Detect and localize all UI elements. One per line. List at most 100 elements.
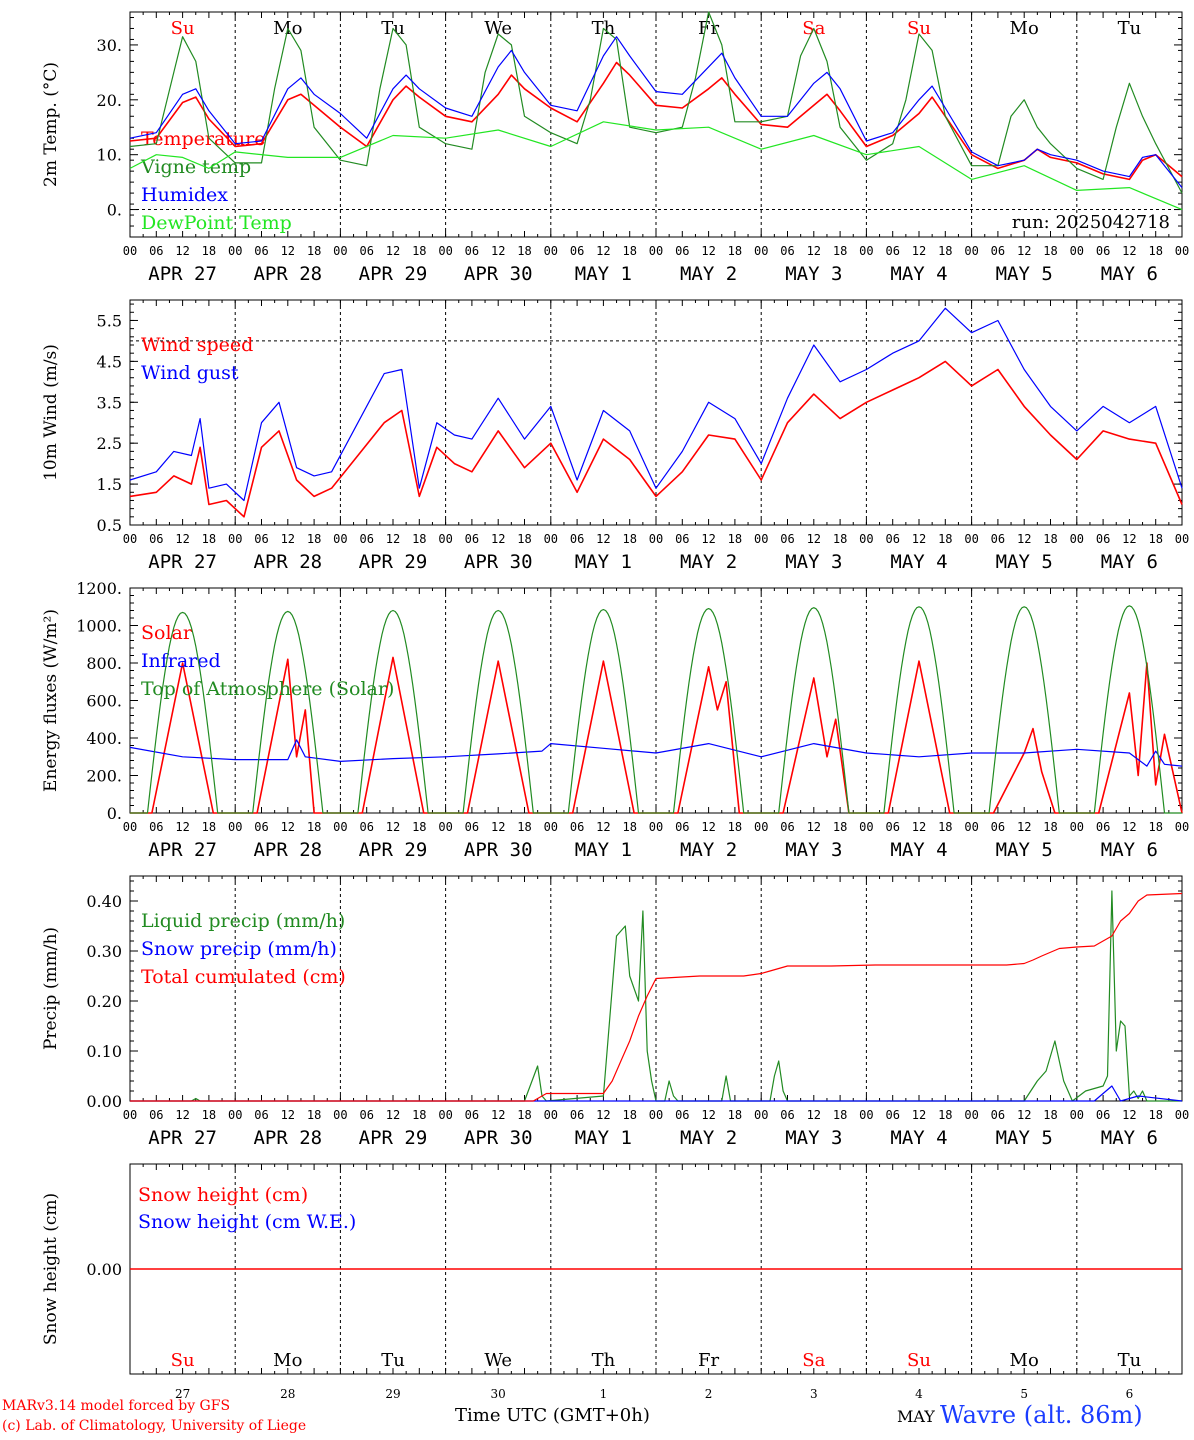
hour-tick-label: 18	[1043, 1108, 1057, 1122]
hour-tick-label: 06	[254, 1108, 268, 1122]
hour-tick-label: 00	[649, 820, 663, 834]
date-label: MAY 1	[575, 1127, 632, 1149]
hour-tick-label: 12	[175, 1108, 189, 1122]
hour-tick-label: 00	[228, 820, 242, 834]
legend-entry: Temperature	[141, 128, 265, 150]
hour-tick-label: 00	[964, 532, 978, 546]
hour-tick-label: 06	[1096, 532, 1110, 546]
hour-tick-label: 12	[1122, 820, 1136, 834]
hour-tick-label: 12	[807, 1108, 821, 1122]
hour-tick-label: 06	[1096, 244, 1110, 258]
date-label: APR 28	[253, 263, 322, 285]
date-label: APR 27	[148, 1127, 217, 1149]
hour-tick-label: 12	[912, 1108, 926, 1122]
hour-tick-label: 18	[412, 820, 426, 834]
hour-tick-label: 00	[1070, 1108, 1084, 1122]
hour-tick-label: 12	[1017, 532, 1031, 546]
weekday-label: Sa	[802, 1350, 825, 1371]
y-tick-label: 2.5	[97, 434, 122, 453]
hour-tick-label: 12	[596, 820, 610, 834]
weekday-label: Mo	[1010, 18, 1039, 39]
hour-tick-label: 00	[123, 532, 137, 546]
date-label: MAY 1	[575, 839, 632, 861]
y-tick-label: 400.	[86, 729, 122, 748]
day-number-label: 30	[491, 1387, 506, 1401]
panel-2: 0.5 1.5 2.5 3.5 4.5 5.5 10m Wind (m/s) 00 06 12 18…	[41, 299, 1189, 573]
legend-entry: Snow precip (mm/h)	[141, 938, 337, 960]
hour-tick-label: 00	[228, 532, 242, 546]
hour-tick-label: 06	[359, 532, 373, 546]
y-tick-label: 0.30	[86, 942, 122, 961]
y-tick-label: 0.	[107, 201, 122, 220]
hour-tick-label: 12	[596, 532, 610, 546]
hour-tick-label: 18	[307, 532, 321, 546]
hour-tick-label: 06	[149, 532, 163, 546]
date-label: APR 30	[464, 839, 533, 861]
day-number-label: 6	[1126, 1387, 1134, 1401]
series-line-top-of-atmosphere-solar-	[130, 605, 1182, 814]
hour-tick-label: 18	[728, 820, 742, 834]
hour-tick-label: 06	[570, 820, 584, 834]
hour-tick-label: 00	[1175, 820, 1189, 834]
panel-5: 0.00 Snow height (cm) Su Mo Tu We Th Fr Sa Su Mo Tu…	[41, 1163, 1183, 1401]
hour-tick-label: 00	[649, 244, 663, 258]
hour-tick-label: 18	[412, 1108, 426, 1122]
hour-tick-label: 00	[754, 244, 768, 258]
hour-tick-label: 00	[123, 244, 137, 258]
day-number-label: 27	[175, 1387, 190, 1401]
series-line-vigne-temp	[129, 11, 1183, 194]
hour-tick-label: 06	[780, 244, 794, 258]
hour-tick-label: 06	[780, 1108, 794, 1122]
hour-tick-label: 12	[386, 244, 400, 258]
weekday-label: Tu	[381, 1350, 405, 1371]
panel-frame	[129, 299, 1183, 526]
hour-tick-label: 06	[570, 532, 584, 546]
hour-tick-label: 18	[728, 532, 742, 546]
hour-tick-label: 06	[570, 1108, 584, 1122]
y-tick-label: 0.20	[86, 992, 122, 1011]
y-tick-label: 0.00	[86, 1092, 122, 1111]
hour-tick-label: 18	[517, 532, 531, 546]
hour-tick-label: 12	[491, 532, 505, 546]
day-number-label: 2	[705, 1387, 713, 1401]
hour-tick-label: 18	[1043, 244, 1057, 258]
hour-tick-label: 12	[491, 244, 505, 258]
hour-tick-label: 18	[1148, 820, 1162, 834]
date-label: APR 27	[148, 839, 217, 861]
hour-tick-label: 12	[807, 820, 821, 834]
date-label: MAY 5	[996, 263, 1053, 285]
legend-entry: Wind gust	[141, 362, 239, 384]
y-tick-label: 5.5	[97, 311, 122, 330]
weekday-label: Su	[907, 18, 931, 39]
hour-tick-label: 12	[912, 244, 926, 258]
hour-tick-label: 18	[517, 1108, 531, 1122]
hour-tick-label: 18	[202, 820, 216, 834]
y-tick-label: 1000.	[76, 617, 122, 636]
hour-tick-label: 12	[1122, 1108, 1136, 1122]
hour-tick-label: 18	[1148, 244, 1162, 258]
hour-tick-label: 06	[465, 244, 479, 258]
hour-tick-label: 06	[149, 244, 163, 258]
y-tick-label: 600.	[86, 692, 122, 711]
hour-tick-label: 06	[675, 820, 689, 834]
hour-tick-label: 00	[544, 532, 558, 546]
date-label: APR 29	[359, 839, 428, 861]
hour-tick-label: 06	[254, 532, 268, 546]
hour-tick-label: 18	[938, 244, 952, 258]
series-line-snow-precip-mm-h-	[130, 1085, 1183, 1102]
hour-tick-label: 12	[1122, 532, 1136, 546]
hour-tick-label: 00	[649, 1108, 663, 1122]
hour-tick-label: 18	[202, 244, 216, 258]
run-annotation: run: 2025042718	[1012, 212, 1170, 233]
hour-tick-label: 06	[359, 244, 373, 258]
date-label: APR 28	[253, 551, 322, 573]
weekday-label: Su	[171, 1350, 195, 1371]
hour-tick-label: 00	[754, 532, 768, 546]
hour-tick-label: 12	[1122, 244, 1136, 258]
date-label: APR 28	[253, 1127, 322, 1149]
date-label: MAY 5	[996, 839, 1053, 861]
legend-entry: Solar	[141, 622, 193, 644]
y-tick-label: 0.00	[86, 1260, 122, 1279]
hour-tick-label: 12	[281, 532, 295, 546]
